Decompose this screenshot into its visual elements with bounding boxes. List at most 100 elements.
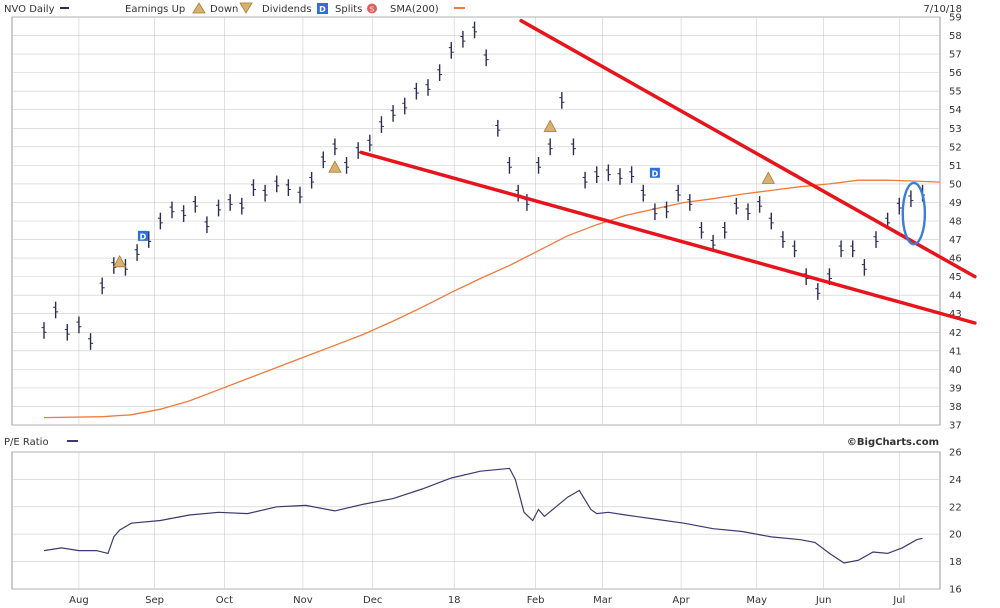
price-bar	[850, 240, 856, 258]
earnings-up-marker	[112, 254, 127, 268]
price-bar	[262, 184, 268, 202]
price-bar	[41, 322, 47, 339]
price-bar	[437, 64, 443, 81]
price-bar	[448, 42, 454, 59]
pe-y-tick-label: 16	[949, 585, 962, 596]
price-bar	[402, 97, 408, 115]
sma-label: SMA(200)	[390, 4, 439, 15]
symbol-label: NVO Daily	[4, 4, 55, 15]
price-bar	[111, 257, 117, 274]
earnings-up-marker-shape	[543, 119, 557, 132]
price-bar	[181, 205, 187, 222]
price-y-tick-label: 52	[949, 142, 962, 153]
month-label: Apr	[672, 595, 690, 606]
price-bar	[838, 240, 844, 258]
price-bar	[390, 105, 396, 122]
price-bar	[88, 333, 94, 350]
price-bar	[53, 301, 59, 319]
price-bar	[536, 157, 542, 174]
price-y-tick-label: 59	[949, 13, 962, 24]
price-y-tick-label: 38	[949, 402, 962, 413]
price-bar	[594, 166, 600, 183]
split-icon: S	[367, 3, 377, 14]
price-bar	[815, 283, 821, 300]
upper-trendline	[519, 18, 977, 279]
pe-y-tick-label: 20	[949, 530, 962, 541]
price-y-tick-label: 55	[949, 87, 962, 98]
price-bar	[76, 316, 82, 334]
price-bar	[367, 134, 373, 152]
dividend-marker-letter: D	[140, 232, 147, 241]
price-bar	[157, 212, 163, 230]
price-y-axis: 37 38 39 40 41 42 43 44 45 46 47 48 49 50 51 52 53 54 55 56…	[949, 13, 962, 432]
price-bar	[495, 119, 501, 137]
price-bar	[559, 92, 565, 109]
price-bar	[582, 171, 588, 189]
price-y-tick-label: 51	[949, 161, 962, 172]
price-bar	[664, 201, 670, 219]
pe-y-tick-label: 18	[949, 557, 962, 568]
sma-series-line	[43, 179, 941, 419]
pe-grid	[12, 451, 940, 590]
pe-y-tick-label: 24	[949, 475, 962, 486]
date-label: 7/10/18	[923, 4, 962, 15]
price-bar	[698, 221, 704, 239]
dividend-marker-letter: D	[652, 169, 659, 178]
price-y-tick-label: 58	[949, 31, 962, 42]
price-bar	[722, 221, 728, 239]
price-y-tick-label: 37	[949, 421, 962, 432]
earnings-up-label: Earnings Up	[125, 4, 185, 15]
price-bar	[780, 231, 786, 248]
pe-y-tick-label: 22	[949, 502, 962, 513]
dividend-marker: D	[649, 167, 660, 178]
price-bar	[239, 197, 245, 215]
price-bar	[344, 157, 350, 174]
price-bar	[460, 30, 466, 48]
price-grid	[12, 16, 940, 426]
pe-y-tick-label: 26	[949, 448, 962, 459]
earnings-up-marker-shape	[761, 171, 776, 184]
price-bar	[216, 199, 222, 217]
dividend-marker: D	[137, 230, 148, 241]
dividend-marker-box	[137, 230, 148, 241]
price-bar	[757, 195, 763, 213]
price-bar	[792, 240, 798, 258]
month-label: Sep	[145, 595, 164, 606]
price-bar	[745, 203, 751, 221]
earnings-up-marker-shape	[112, 254, 127, 268]
price-y-tick-label: 44	[949, 291, 962, 302]
price-bar	[629, 166, 635, 183]
price-y-tick-label: 46	[949, 254, 962, 265]
price-bar	[378, 116, 384, 133]
svg-text:S: S	[370, 6, 375, 14]
earnings-up-marker	[543, 119, 557, 132]
price-y-tick-label: 40	[949, 365, 962, 376]
month-label: Aug	[69, 595, 89, 606]
month-label: Mar	[593, 595, 613, 606]
price-bar	[896, 197, 902, 215]
price-y-tick-label: 47	[949, 235, 962, 246]
dividends-label: Dividends	[262, 4, 312, 15]
price-bar	[472, 21, 478, 39]
month-label: Nov	[293, 595, 313, 606]
earnings-up-marker	[761, 171, 776, 184]
dividend-marker-box	[649, 167, 660, 178]
price-bar	[570, 138, 576, 156]
price-bar	[652, 203, 658, 221]
price-bar	[134, 244, 140, 261]
month-label: Jul	[892, 595, 905, 606]
sma-legend-swatch	[454, 7, 465, 9]
price-bar	[861, 259, 867, 276]
price-bar	[908, 190, 914, 208]
price-bar	[192, 195, 198, 213]
earnings-up-icon	[192, 2, 206, 14]
pe-x-axis: Aug Sep Oct Nov Dec 18 Feb Mar Apr May Jun Jul	[69, 595, 905, 606]
symbol-legend-swatch	[60, 7, 69, 9]
price-bar	[297, 186, 303, 204]
price-y-tick-label: 53	[949, 124, 962, 135]
price-bars	[41, 21, 926, 350]
price-bar	[425, 79, 431, 96]
price-y-tick-label: 54	[949, 105, 962, 116]
price-bar	[169, 201, 175, 219]
pe-label: P/E Ratio	[4, 437, 49, 448]
